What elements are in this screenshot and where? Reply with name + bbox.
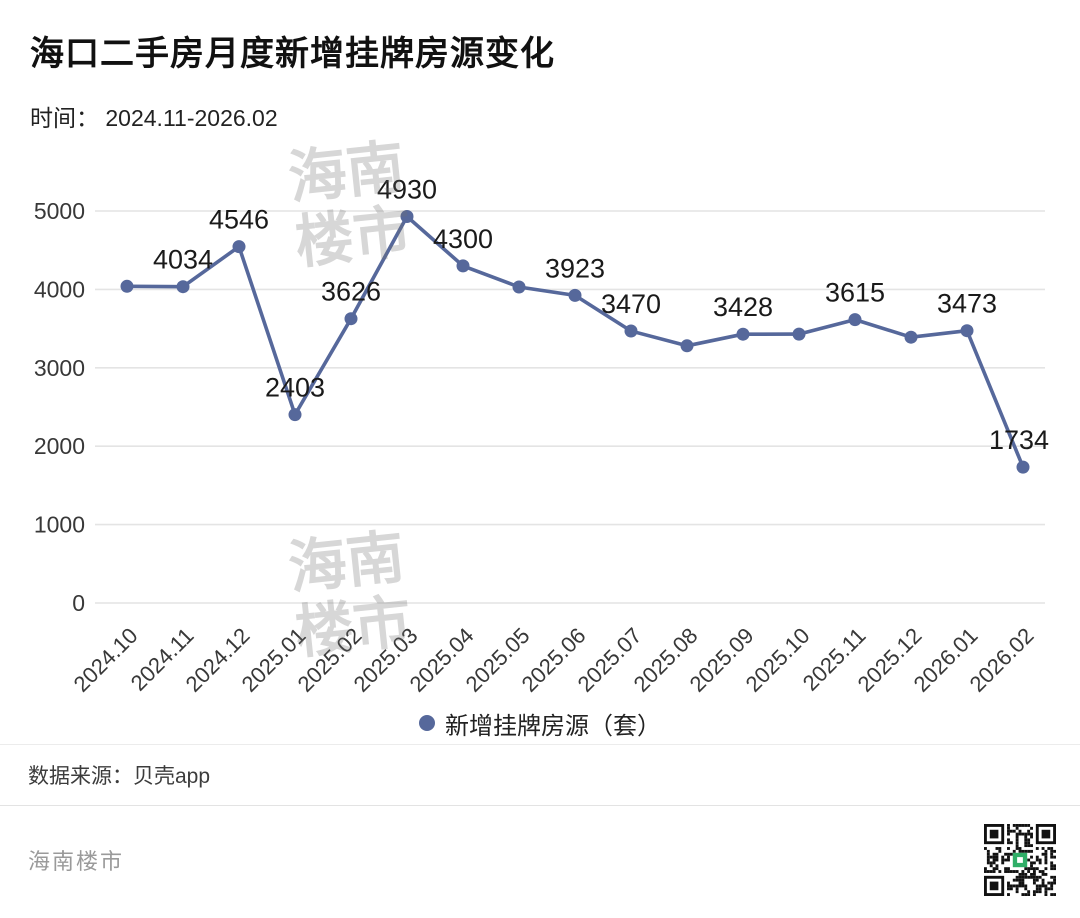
svg-text:4000: 4000 bbox=[34, 276, 85, 302]
page-title: 海口二手房月度新增挂牌房源变化 bbox=[30, 35, 555, 73]
svg-text:2403: 2403 bbox=[265, 373, 325, 403]
svg-text:3923: 3923 bbox=[545, 253, 605, 283]
brand-name: 海南楼市 bbox=[28, 848, 125, 874]
svg-text:3470: 3470 bbox=[601, 289, 661, 319]
svg-text:4034: 4034 bbox=[153, 245, 213, 275]
svg-text:3000: 3000 bbox=[34, 355, 85, 381]
chart-legend: 新增挂牌房源（套） bbox=[0, 702, 1080, 744]
svg-text:4546: 4546 bbox=[209, 205, 269, 235]
chart-area: 海南楼市 海南楼市 0 1000 2000 3000 4000 5000 4034 4546 2… bbox=[0, 134, 1080, 702]
svg-text:0: 0 bbox=[72, 590, 85, 616]
svg-text:3615: 3615 bbox=[825, 278, 885, 308]
svg-text:3626: 3626 bbox=[321, 277, 381, 307]
line-chart: 0 1000 2000 3000 4000 5000 4034 4546 2403 3626 493… bbox=[34, 175, 1049, 697]
svg-text:3428: 3428 bbox=[713, 292, 773, 322]
svg-text:4300: 4300 bbox=[433, 224, 493, 254]
legend-marker-icon bbox=[419, 715, 435, 731]
source-row: 数据来源：贝壳app bbox=[0, 744, 1080, 805]
qr-code bbox=[984, 823, 1056, 896]
svg-text:4930: 4930 bbox=[377, 175, 437, 205]
data-source-text: 数据来源：贝壳app bbox=[28, 765, 211, 788]
time-range-subtitle: 时间： 2024.11-2026.02 bbox=[30, 105, 278, 131]
svg-text:2000: 2000 bbox=[34, 433, 85, 459]
svg-text:5000: 5000 bbox=[34, 198, 85, 224]
footer-bar: 海南楼市 bbox=[0, 805, 1080, 913]
svg-text:1734: 1734 bbox=[989, 425, 1049, 455]
svg-text:1000: 1000 bbox=[34, 512, 85, 538]
legend-label: 新增挂牌房源（套） bbox=[445, 712, 661, 740]
svg-text:3473: 3473 bbox=[937, 289, 997, 319]
svg-text:2024.10: 2024.10 bbox=[69, 623, 143, 697]
header: 海口二手房月度新增挂牌房源变化 时间： 2024.11-2026.02 bbox=[0, 0, 1080, 133]
